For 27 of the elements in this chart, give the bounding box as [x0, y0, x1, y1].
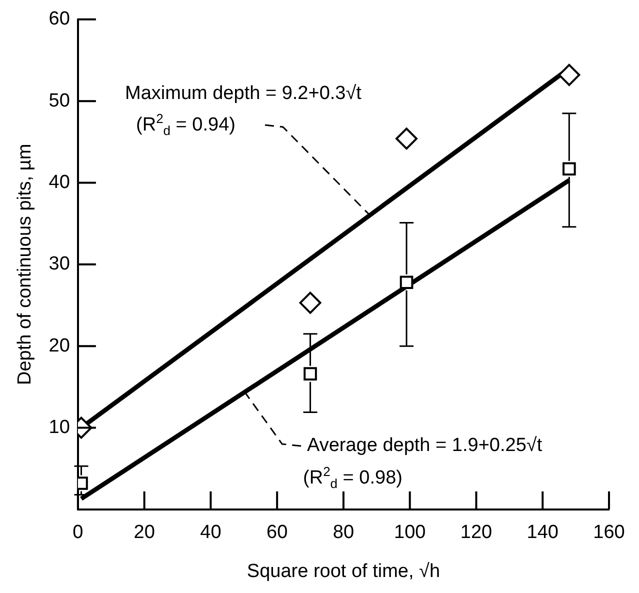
- point: [396, 128, 418, 150]
- x-tick-label: 80: [332, 522, 354, 544]
- x-tick-label: 100: [394, 522, 426, 544]
- point: [304, 367, 317, 380]
- y-tick-label: 30: [48, 254, 70, 275]
- y-tick-label: 20: [48, 335, 70, 356]
- x-tick-label: 60: [266, 522, 288, 544]
- point: [562, 162, 576, 176]
- x-tick-label: 0: [72, 522, 84, 544]
- y-tick-label: 60: [48, 8, 70, 30]
- x-axis-title: Square root of time, √h: [246, 560, 440, 582]
- annotation: Maximum depth = 9.2+0.3√t: [125, 83, 362, 104]
- y-tick-label: 40: [48, 172, 70, 193]
- annotation: (R$^{2}$$_{d}$ = 0.94): [136, 111, 236, 138]
- y-axis-title: Depth of continuous pits, µm: [14, 144, 36, 385]
- point: [558, 64, 580, 86]
- annotation: (R$^{2}$$_{d}$ = 0.98): [303, 464, 402, 492]
- point: [400, 276, 414, 290]
- x-tick-label: 120: [460, 522, 492, 544]
- point: [299, 292, 322, 314]
- annotation: Average depth = 1.9+0.25√t: [307, 435, 542, 456]
- y-tick-label: 50: [48, 90, 70, 112]
- x-tick-label: 160: [593, 522, 625, 544]
- y-tick-label: 10: [48, 416, 70, 438]
- x-tick-label: 40: [200, 522, 222, 544]
- x-tick-label: 20: [134, 522, 155, 544]
- x-tick-label: 140: [526, 522, 558, 544]
